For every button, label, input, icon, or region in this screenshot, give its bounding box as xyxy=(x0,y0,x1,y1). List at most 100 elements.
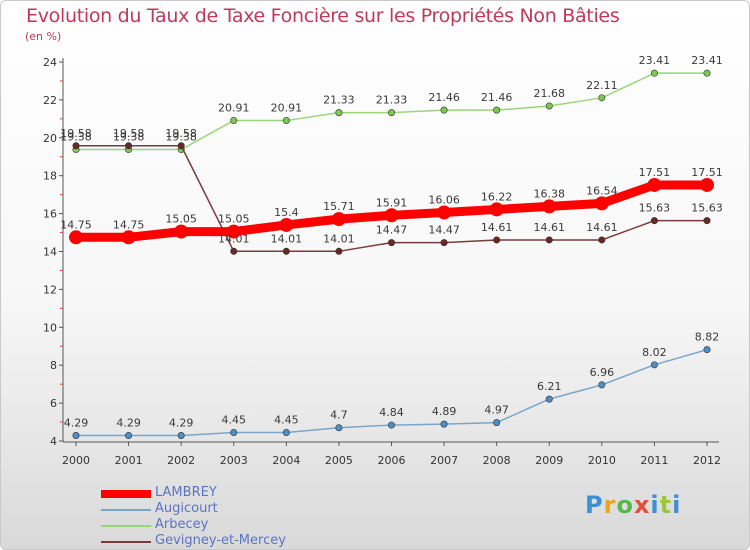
y-tick-label: 8 xyxy=(50,359,57,372)
legend-label-augicourt: Augicourt xyxy=(155,501,218,516)
data-label: 21.33 xyxy=(376,94,408,107)
legend-swatch-augicourt xyxy=(101,509,151,511)
data-label: 22.11 xyxy=(586,79,618,92)
data-label: 19.38 xyxy=(113,131,145,144)
data-point xyxy=(545,236,553,244)
data-label: 21.46 xyxy=(481,91,513,104)
x-tick-label: 2001 xyxy=(115,454,143,467)
data-label: 23.41 xyxy=(691,54,723,67)
proxiti-logo: Proxiti xyxy=(585,491,682,519)
data-label: 4.45 xyxy=(274,413,299,426)
y-tick-label: 24 xyxy=(43,56,57,69)
data-label: 4.89 xyxy=(432,405,457,418)
data-label: 14.47 xyxy=(428,224,460,237)
data-label: 20.91 xyxy=(218,102,250,115)
data-point xyxy=(703,217,711,225)
data-point xyxy=(125,142,133,150)
legend-swatch-gevigney xyxy=(101,541,151,543)
x-tick-label: 2012 xyxy=(693,454,721,467)
data-point xyxy=(650,217,658,225)
data-label: 14.01 xyxy=(323,232,355,245)
unit-label: (en %) xyxy=(25,30,62,43)
data-point xyxy=(230,117,238,125)
data-point xyxy=(335,247,343,255)
x-tick-label: 2000 xyxy=(62,454,90,467)
data-label: 19.58 xyxy=(165,127,197,140)
data-label: 14.61 xyxy=(534,221,566,234)
data-point xyxy=(545,395,553,403)
data-label: 23.41 xyxy=(639,54,671,67)
data-point xyxy=(440,239,448,247)
y-tick-label: 10 xyxy=(43,321,57,334)
y-tick-label: 12 xyxy=(43,283,57,296)
data-label: 19.38 xyxy=(60,131,92,144)
data-point xyxy=(493,236,501,244)
data-label: 19.58 xyxy=(60,127,92,140)
data-point xyxy=(335,109,343,117)
legend-label-lambrey: LAMBREY xyxy=(155,485,217,500)
data-label: 14.01 xyxy=(218,232,250,245)
data-label: 16.54 xyxy=(586,184,618,197)
data-point xyxy=(489,202,504,217)
x-tick-label: 2003 xyxy=(220,454,248,467)
x-tick-label: 2011 xyxy=(640,454,668,467)
data-point xyxy=(384,208,399,223)
y-tick-label: 14 xyxy=(43,246,57,259)
y-tick-label: 16 xyxy=(43,208,57,221)
data-label: 16.38 xyxy=(534,187,566,200)
y-tick-label: 4 xyxy=(50,435,57,448)
data-label: 14.61 xyxy=(586,221,618,234)
data-point xyxy=(387,421,395,429)
y-tick-label: 18 xyxy=(43,170,57,183)
data-point xyxy=(177,432,185,440)
data-label: 14.75 xyxy=(60,218,92,231)
series-lines xyxy=(69,69,714,440)
x-tick-label: 2002 xyxy=(167,454,195,467)
data-label: 17.51 xyxy=(691,166,723,179)
data-label: 15.71 xyxy=(323,200,355,213)
data-point xyxy=(650,361,658,369)
data-label: 15.63 xyxy=(639,202,671,215)
legend-label-arbecey: Arbecey xyxy=(155,517,209,532)
data-point xyxy=(493,419,501,427)
data-label: 15.05 xyxy=(218,213,250,226)
data-point xyxy=(177,142,185,150)
x-tick-label: 2008 xyxy=(483,454,511,467)
data-label: 14.75 xyxy=(113,218,145,231)
data-point xyxy=(72,142,80,150)
data-label: 21.68 xyxy=(534,87,566,100)
legend-swatch-arbecey xyxy=(101,525,151,527)
data-point xyxy=(282,247,290,255)
data-label: 4.45 xyxy=(222,413,247,426)
data-label: 6.96 xyxy=(590,366,615,379)
data-point xyxy=(282,428,290,436)
data-point xyxy=(226,224,241,239)
data-label: 4.84 xyxy=(379,406,404,419)
axes: 4 6 8 10 12 14 16 18 20 22 24 2000 2001 2002 2003 2004 2… xyxy=(43,56,721,467)
data-point xyxy=(598,381,606,389)
y-tick-label: 22 xyxy=(43,94,57,107)
data-label: 4.7 xyxy=(330,409,348,422)
data-label: 14.61 xyxy=(481,221,513,234)
data-point xyxy=(594,196,609,211)
data-point xyxy=(647,177,662,192)
data-point xyxy=(598,236,606,244)
data-point xyxy=(440,106,448,114)
data-label: 16.06 xyxy=(428,193,460,206)
y-tick-label: 6 xyxy=(50,397,57,410)
data-point xyxy=(542,199,557,214)
x-tick-label: 2007 xyxy=(430,454,458,467)
data-point xyxy=(121,230,136,245)
data-label: 15.91 xyxy=(376,196,408,209)
x-tick-label: 2009 xyxy=(535,454,563,467)
data-label: 15.63 xyxy=(691,202,723,215)
data-point xyxy=(387,109,395,117)
data-point xyxy=(437,205,452,220)
data-label: 4.29 xyxy=(169,417,194,430)
data-point xyxy=(230,428,238,436)
x-tick-label: 2005 xyxy=(325,454,353,467)
legend-label-gevigney: Gevigney-et-Mercey xyxy=(155,533,286,548)
data-label: 20.91 xyxy=(271,102,303,115)
data-label: 6.21 xyxy=(537,380,562,393)
